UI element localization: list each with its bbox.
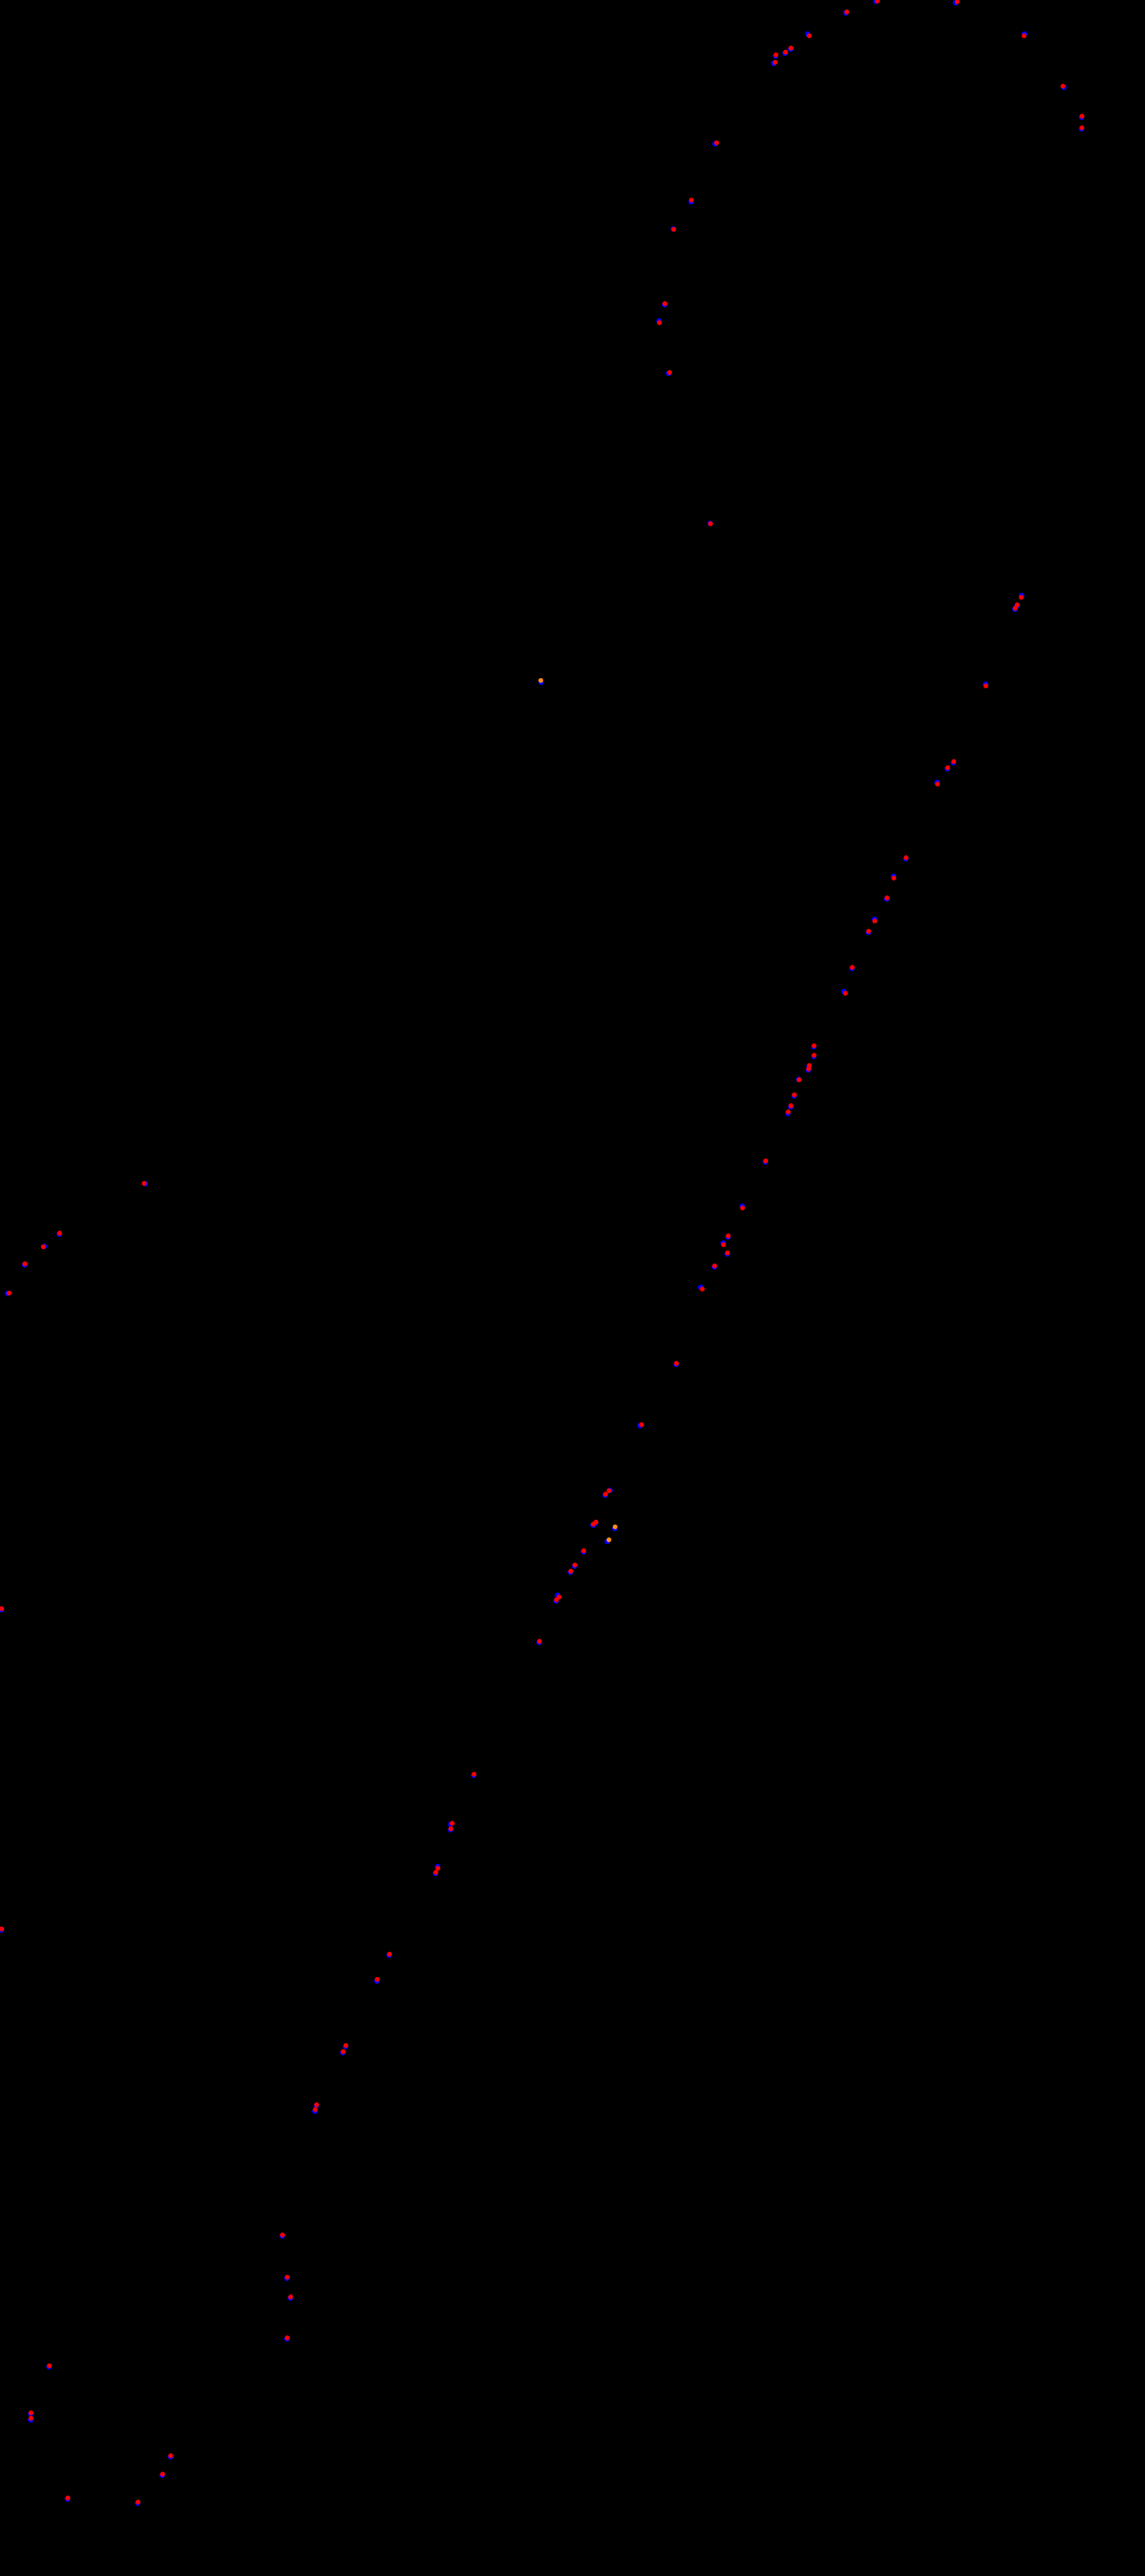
red-data-point [842, 990, 848, 996]
red-data-point [168, 2453, 173, 2458]
red-data-point [471, 1771, 476, 1777]
red-data-point [279, 2232, 285, 2237]
red-data-point [671, 226, 676, 232]
red-data-point [0, 1926, 4, 1931]
red-data-point [1018, 594, 1024, 600]
red-data-point [934, 781, 940, 786]
red-data-point [782, 49, 788, 55]
red-data-point [788, 45, 793, 50]
red-data-point [22, 1261, 27, 1266]
red-data-point [725, 1233, 731, 1238]
red-data-point [806, 1066, 811, 1071]
red-data-point [1060, 83, 1065, 89]
red-data-point [945, 765, 950, 770]
red-data-point [806, 33, 812, 38]
red-data-point [662, 301, 667, 306]
red-data-point [284, 2274, 290, 2280]
red-data-point [656, 320, 662, 325]
orange-data-point [612, 1524, 617, 1529]
red-data-point [568, 1568, 573, 1574]
red-data-point [553, 1597, 559, 1602]
red-data-point [739, 1205, 745, 1210]
red-data-point [135, 2499, 140, 2504]
red-data-point [667, 369, 672, 375]
red-data-point [884, 895, 889, 900]
red-data-point [844, 9, 849, 14]
red-data-point [796, 1077, 802, 1082]
red-data-point [785, 1109, 791, 1114]
red-data-point [57, 1230, 62, 1236]
red-data-point [449, 1820, 455, 1826]
red-data-point [556, 1594, 562, 1599]
red-data-point [806, 1062, 812, 1068]
red-data-point [788, 1103, 793, 1108]
red-data-point [811, 1043, 816, 1048]
red-data-point [374, 1976, 380, 1982]
red-data-point [699, 1286, 705, 1291]
red-data-point [340, 2049, 346, 2054]
red-data-point [65, 2495, 70, 2500]
red-data-point [159, 2471, 165, 2477]
orange-data-point [538, 677, 543, 683]
red-data-point [28, 2415, 33, 2421]
red-data-point [343, 2042, 348, 2048]
red-data-point [688, 197, 694, 202]
red-data-point [46, 2363, 52, 2368]
red-data-point [866, 928, 871, 934]
red-data-point [141, 1180, 147, 1186]
red-data-point [314, 2102, 319, 2107]
red-data-point [763, 1158, 768, 1163]
red-data-point [581, 1548, 586, 1553]
red-data-point [712, 1263, 717, 1268]
red-data-point [954, 0, 960, 4]
red-data-point [773, 52, 778, 57]
red-data-point [791, 1092, 797, 1097]
red-data-point [1079, 113, 1084, 119]
red-data-point [707, 521, 713, 526]
red-data-point [872, 918, 877, 923]
red-data-point [433, 1869, 438, 1875]
red-data-point [1021, 33, 1026, 38]
red-data-point [673, 1360, 679, 1366]
red-data-point [951, 758, 956, 764]
orange-data-point [606, 1537, 611, 1542]
red-data-point [874, 0, 880, 3]
red-data-point [312, 2106, 318, 2112]
red-data-point [811, 1052, 816, 1058]
red-data-point [849, 964, 855, 970]
red-data-point [572, 1562, 577, 1567]
red-data-point [288, 2294, 293, 2299]
red-data-point [1079, 125, 1084, 130]
red-data-point [40, 1244, 46, 1249]
red-data-point [593, 1519, 598, 1524]
red-data-point [724, 1250, 730, 1255]
red-data-point [891, 875, 896, 880]
red-data-point [1012, 605, 1018, 611]
red-data-point [714, 140, 719, 145]
red-data-point [903, 855, 909, 860]
red-data-point [1014, 602, 1020, 607]
red-data-point [983, 683, 988, 688]
red-data-point [28, 2410, 33, 2415]
red-data-point [386, 1951, 392, 1957]
red-data-point [590, 1521, 596, 1527]
red-data-point [448, 1826, 453, 1831]
red-data-point [6, 1290, 12, 1295]
red-data-point [720, 1242, 726, 1247]
red-data-point [639, 1422, 644, 1427]
red-data-point [606, 1488, 611, 1493]
red-data-point [0, 1606, 4, 1611]
red-data-point [435, 1865, 440, 1871]
red-data-point [536, 1638, 542, 1644]
red-data-point [284, 2335, 290, 2340]
red-data-point [772, 59, 778, 65]
red-data-point [602, 1491, 608, 1497]
